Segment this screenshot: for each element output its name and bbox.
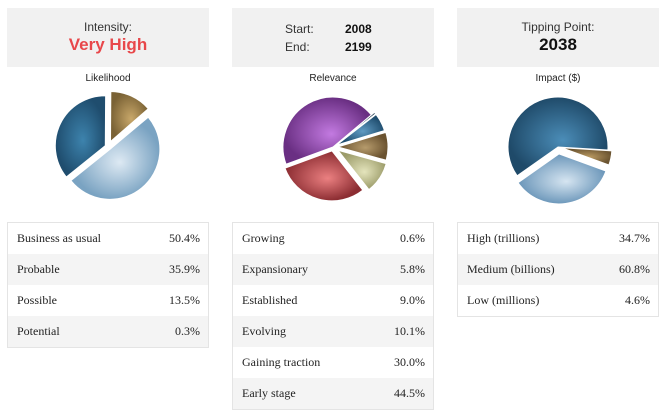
row-label: Potential <box>17 324 60 338</box>
pie-slice-evolving <box>336 149 387 191</box>
row-label: Established <box>242 293 298 307</box>
pie-slice-expansionary <box>336 113 386 146</box>
table-row: Expansionary 5.8% <box>233 254 433 285</box>
pie-slice-established <box>336 131 389 161</box>
table-row: Growing 0.6% <box>233 223 433 254</box>
pie-slice-early-stage <box>282 96 373 165</box>
relevance-pie-chart <box>282 96 389 202</box>
row-value: 10.1% <box>394 324 425 338</box>
end-label: End: <box>285 40 310 54</box>
table-row: Business as usual 50.4% <box>8 223 208 254</box>
row-label: Medium (billions) <box>467 262 555 276</box>
pie-slice-high-trillions <box>517 153 607 205</box>
start-label: Start: <box>285 22 314 36</box>
row-value: 13.5% <box>169 293 200 307</box>
pie-slice-probable <box>54 95 107 178</box>
tipping-point-card: Tipping Point: 2038 <box>457 8 659 67</box>
intensity-value: Very High <box>68 35 148 54</box>
row-value: 5.8% <box>400 262 425 276</box>
end-value: 2199 <box>345 40 372 54</box>
row-value: 35.9% <box>169 262 200 276</box>
table-row: Possible 13.5% <box>8 285 208 316</box>
table-row: Medium (billions) 60.8% <box>458 254 658 285</box>
tipping-point-value: 2038 <box>539 35 577 54</box>
table-row: Potential 0.3% <box>8 316 208 347</box>
table-row: Evolving 10.1% <box>233 316 433 347</box>
table-row: Early stage 44.5% <box>233 378 433 409</box>
tipping-point-label: Tipping Point: <box>521 20 595 34</box>
row-value: 34.7% <box>619 231 650 245</box>
pie-slice-medium-billions <box>507 96 609 177</box>
relevance-column: Start: 2008 End: 2199 Relevance Growing 0… <box>232 8 434 410</box>
row-value: 30.0% <box>394 355 425 369</box>
intensity-card: Intensity: Very High <box>7 8 209 67</box>
row-value: 4.6% <box>625 293 650 307</box>
row-label: Business as usual <box>17 231 101 245</box>
pie-slice-low-millions <box>561 147 613 166</box>
table-row: Low (millions) 4.6% <box>458 285 658 316</box>
row-label: Evolving <box>242 324 286 338</box>
pie-slice-business-as-usual <box>70 116 161 200</box>
impact-pie-chart <box>507 96 613 205</box>
table-row: Probable 35.9% <box>8 254 208 285</box>
likelihood-chart-title: Likelihood <box>85 73 131 84</box>
row-value: 44.5% <box>394 386 425 400</box>
start-value: 2008 <box>345 22 372 36</box>
relevance-chart-title: Relevance <box>309 73 357 84</box>
row-value: 0.3% <box>175 324 200 338</box>
table-row: Established 9.0% <box>233 285 433 316</box>
year-range-card: Start: 2008 End: 2199 <box>232 8 434 67</box>
impact-chart-title: Impact ($) <box>535 73 581 84</box>
row-label: Growing <box>242 231 285 245</box>
row-value: 50.4% <box>169 231 200 245</box>
row-value: 60.8% <box>619 262 650 276</box>
intensity-label: Intensity: <box>83 20 133 34</box>
row-label: Expansionary <box>242 262 308 276</box>
start-row: Start: 2008 <box>232 20 434 38</box>
table-row: Gaining traction 30.0% <box>233 347 433 378</box>
row-label: High (trillions) <box>467 231 540 245</box>
impact-table: High (trillions) 34.7% Medium (billions) 6… <box>457 222 659 317</box>
row-label: Gaining traction <box>242 355 321 369</box>
row-value: 9.0% <box>400 293 425 307</box>
row-label: Possible <box>17 293 58 307</box>
table-row: High (trillions) 34.7% <box>458 223 658 254</box>
likelihood-pie-chart <box>54 91 161 200</box>
pie-slice-possible <box>109 91 149 143</box>
likelihood-column: Intensity: Very High Likelihood Business… <box>7 8 209 348</box>
row-label: Low (millions) <box>467 293 540 307</box>
impact-column: Tipping Point: 2038 Impact ($) High (tri… <box>457 8 659 317</box>
end-row: End: 2199 <box>232 38 434 56</box>
row-label: Probable <box>17 262 60 276</box>
row-value: 0.6% <box>400 231 425 245</box>
row-label: Early stage <box>242 386 296 400</box>
pie-slice-potential <box>107 113 148 148</box>
pie-slice-gaining-traction <box>284 150 364 202</box>
relevance-table: Growing 0.6% Expansionary 5.8% Established… <box>232 222 434 410</box>
likelihood-table: Business as usual 50.4% Probable 35.9% Pos… <box>7 222 209 348</box>
